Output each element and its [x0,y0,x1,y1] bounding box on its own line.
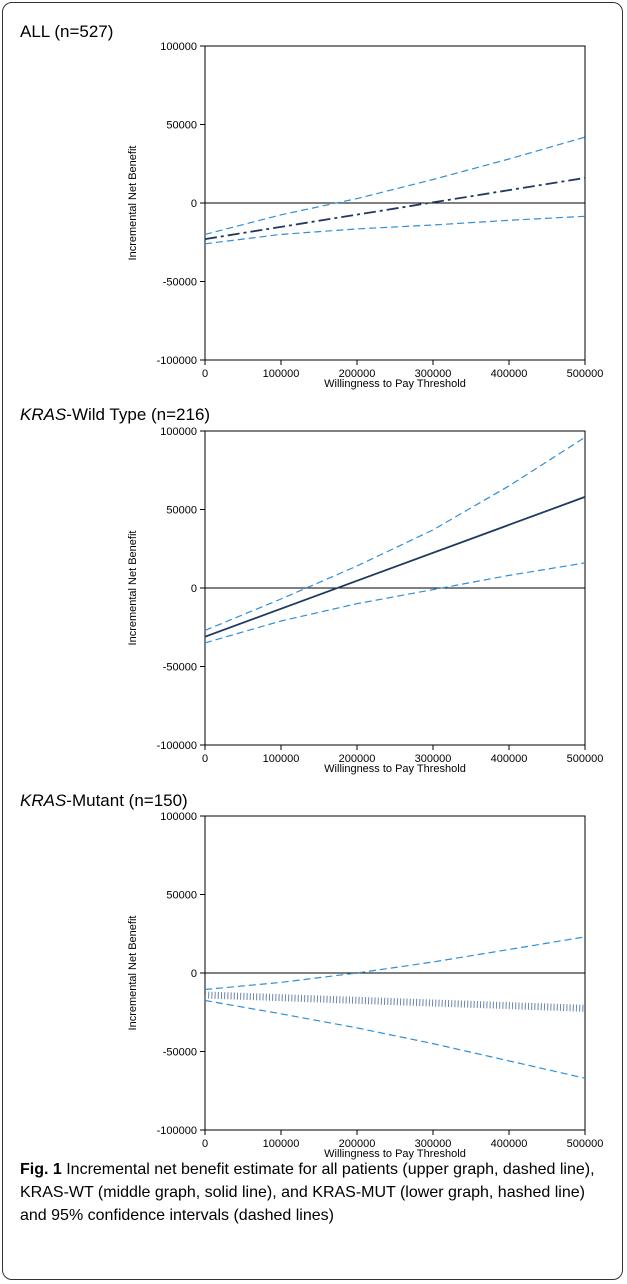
x-tick-label: 200000 [339,1138,376,1150]
y-tick-label: -50000 [163,277,197,289]
ci-line [204,936,586,991]
estimate-line [204,496,586,638]
y-tick-label: 0 [191,583,197,595]
y-tick-label: 50000 [166,505,197,517]
y-tick-label: 100000 [160,426,197,438]
y-tick-label: -100000 [157,355,197,367]
estimate-line [204,991,586,1012]
x-tick-label: 500000 [567,368,604,380]
ci-line [204,562,586,644]
ci-line [204,215,586,245]
x-tick-label: 100000 [263,1138,300,1150]
panel-title-all: ALL (n=527) [20,22,114,41]
x-tick-label: 0 [202,368,208,380]
caption-label: Fig. 1 [20,1161,62,1178]
y-tick-label: -50000 [163,1047,197,1059]
x-tick-label: 500000 [567,1138,604,1150]
ci-line [204,436,586,631]
x-tick-label: 100000 [263,368,300,380]
x-tick-label: 200000 [339,753,376,765]
x-axis-label: Willingness to Pay Threshold [324,1148,466,1160]
x-tick-label: 0 [202,753,208,765]
y-axis-label: Incremental Net Benefit [127,146,139,261]
y-tick-label: 50000 [166,890,197,902]
ci-line [204,999,586,1079]
y-tick-label: -100000 [157,740,197,752]
y-tick-label: 0 [191,968,197,980]
x-tick-label: 400000 [491,368,528,380]
x-axis-label: Willingness to Pay Threshold [324,378,466,390]
y-tick-label: -50000 [163,662,197,674]
x-tick-label: 100000 [263,753,300,765]
x-tick-label: 0 [202,1138,208,1150]
x-axis-label: Willingness to Pay Threshold [324,763,466,775]
x-tick-label: 500000 [567,753,604,765]
x-tick-label: 400000 [491,1138,528,1150]
figure-caption: Fig. 1 Incremental net benefit estimate … [20,1158,610,1227]
y-tick-label: 50000 [166,120,197,132]
x-tick-label: 300000 [415,753,452,765]
y-axis-label: Incremental Net Benefit [127,916,139,1031]
estimate-line [204,177,586,240]
y-tick-label: 0 [191,198,197,210]
y-tick-label: 100000 [160,41,197,53]
x-tick-label: 200000 [339,368,376,380]
y-tick-label: -100000 [157,1125,197,1137]
x-tick-label: 400000 [491,753,528,765]
x-tick-label: 300000 [415,368,452,380]
caption-text: Incremental net benefit estimate for all… [20,1161,595,1224]
panel-title-kras-mut: KRAS-Mutant (n=150) [20,791,188,810]
x-tick-label: 300000 [415,1138,452,1150]
panel-title-kras-wt: KRAS-Wild Type (n=216) [20,405,211,424]
y-axis-label: Incremental Net Benefit [127,531,139,646]
y-tick-label: 100000 [160,811,197,823]
